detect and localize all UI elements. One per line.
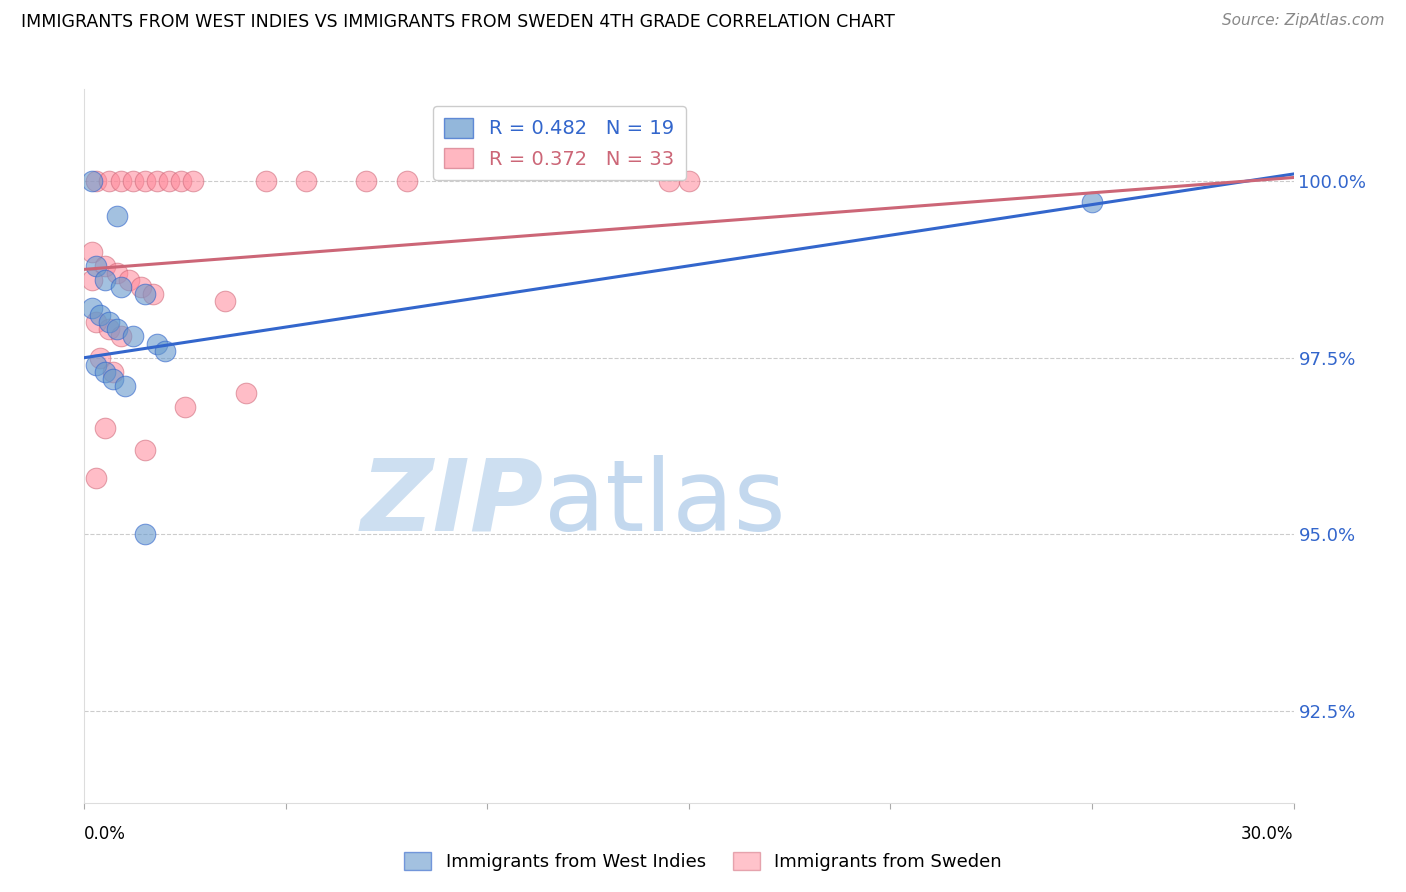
Point bbox=[93, 421, 115, 435]
Point bbox=[82, 301, 104, 316]
Point bbox=[105, 210, 128, 224]
Legend: R = 0.482   N = 19, R = 0.372   N = 33: R = 0.482 N = 19, R = 0.372 N = 33 bbox=[433, 106, 686, 180]
Point bbox=[181, 174, 204, 188]
Point bbox=[235, 386, 257, 401]
Point bbox=[101, 365, 124, 379]
Point bbox=[678, 174, 700, 188]
Point bbox=[142, 287, 165, 301]
Point bbox=[146, 336, 169, 351]
Text: IMMIGRANTS FROM WEST INDIES VS IMMIGRANTS FROM SWEDEN 4TH GRADE CORRELATION CHAR: IMMIGRANTS FROM WEST INDIES VS IMMIGRANT… bbox=[21, 13, 896, 31]
Point bbox=[97, 322, 120, 336]
Point bbox=[118, 273, 141, 287]
Point bbox=[170, 174, 193, 188]
Text: 0.0%: 0.0% bbox=[84, 825, 127, 843]
Point bbox=[214, 294, 236, 309]
Point bbox=[395, 174, 418, 188]
Point bbox=[89, 351, 111, 365]
Text: Source: ZipAtlas.com: Source: ZipAtlas.com bbox=[1222, 13, 1385, 29]
Point bbox=[174, 400, 197, 414]
Text: 30.0%: 30.0% bbox=[1241, 825, 1294, 843]
Point bbox=[82, 273, 104, 287]
Point bbox=[121, 329, 143, 343]
Point bbox=[110, 329, 132, 343]
Point bbox=[93, 259, 115, 273]
Point bbox=[157, 174, 180, 188]
Point bbox=[86, 358, 108, 372]
Point bbox=[254, 174, 277, 188]
Point bbox=[129, 280, 152, 294]
Text: atlas: atlas bbox=[544, 455, 786, 551]
Point bbox=[134, 527, 156, 541]
Point bbox=[93, 365, 115, 379]
Point bbox=[97, 174, 120, 188]
Point bbox=[82, 244, 104, 259]
Point bbox=[82, 174, 104, 188]
Point bbox=[153, 343, 176, 358]
Legend: Immigrants from West Indies, Immigrants from Sweden: Immigrants from West Indies, Immigrants … bbox=[396, 845, 1010, 879]
Point bbox=[356, 174, 378, 188]
Text: ZIP: ZIP bbox=[361, 455, 544, 551]
Point bbox=[134, 287, 156, 301]
Point bbox=[114, 379, 136, 393]
Point bbox=[86, 174, 108, 188]
Point bbox=[110, 280, 132, 294]
Point bbox=[134, 174, 156, 188]
Point bbox=[101, 372, 124, 386]
Point bbox=[93, 273, 115, 287]
Point bbox=[86, 259, 108, 273]
Point bbox=[134, 442, 156, 457]
Point bbox=[658, 174, 681, 188]
Point bbox=[105, 266, 128, 280]
Point bbox=[146, 174, 169, 188]
Point bbox=[121, 174, 143, 188]
Point bbox=[97, 315, 120, 329]
Point bbox=[86, 471, 108, 485]
Point bbox=[1081, 195, 1104, 210]
Point bbox=[105, 322, 128, 336]
Point bbox=[86, 315, 108, 329]
Point bbox=[110, 174, 132, 188]
Point bbox=[295, 174, 318, 188]
Point bbox=[89, 308, 111, 322]
